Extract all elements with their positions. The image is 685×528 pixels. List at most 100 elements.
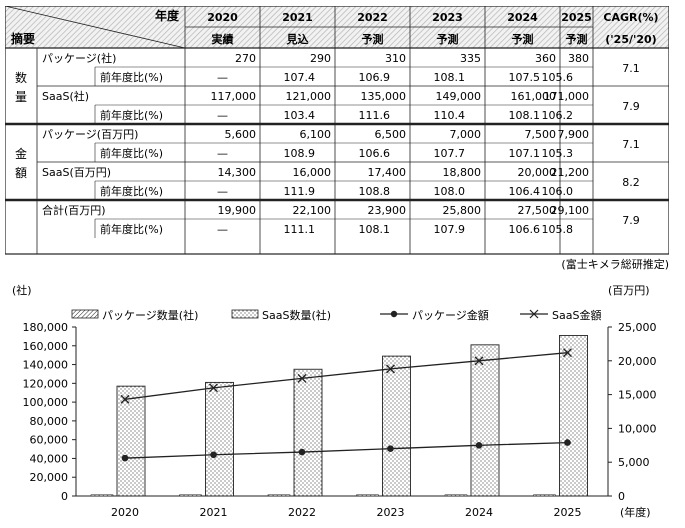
ratio-cell: 107.9 <box>434 223 466 236</box>
bar-package-count <box>356 494 379 497</box>
y-left-tick-label: 100,000 <box>23 396 69 409</box>
value-cell: 117,000 <box>211 90 257 103</box>
ratio-cell: 103.4 <box>284 109 316 122</box>
point-package-amount <box>475 442 483 449</box>
ratio-cell: 108.1 <box>359 223 391 236</box>
y-left-tick-label: 180,000 <box>23 321 69 334</box>
legend-label: SaaS数量(社) <box>262 308 331 322</box>
value-cell: 20,000 <box>518 166 557 179</box>
ratio-label: 前年度比(%) <box>100 108 163 122</box>
ratio-cell: 108.0 <box>434 185 466 198</box>
ratio-label: 前年度比(%) <box>100 222 163 236</box>
group-label-char: 量 <box>15 90 27 104</box>
legend-marker <box>390 310 398 318</box>
ratio-cell: 108.1 <box>509 109 541 122</box>
header-year: 2020 <box>207 11 238 24</box>
row-label: パッケージ(社) <box>42 51 116 65</box>
point-saas-amount <box>297 373 307 383</box>
value-cell: 25,800 <box>443 204 482 217</box>
bar-package-count <box>533 494 556 497</box>
bar-saas-count <box>382 355 411 497</box>
value-cell: 7,900 <box>558 128 590 141</box>
cagr-cell: 8.2 <box>622 176 640 189</box>
value-cell: 21,200 <box>551 166 590 179</box>
ratio-cell: 106.9 <box>359 71 391 84</box>
value-cell: 18,800 <box>443 166 482 179</box>
y-right-tick-label: 20,000 <box>618 355 657 368</box>
value-cell: 14,300 <box>218 166 257 179</box>
header-status: 見込 <box>286 32 309 46</box>
cagr-cell: 7.9 <box>622 100 640 113</box>
legend-label: パッケージ金額 <box>412 308 489 322</box>
bar-package-count <box>267 494 291 497</box>
point-saas-amount <box>563 348 572 358</box>
x-tick-label: 2022 <box>288 506 316 519</box>
table-border <box>5 6 669 255</box>
corner-summary-label: 摘要 <box>11 31 35 46</box>
group-label-char: 数 <box>15 70 27 85</box>
value-cell: 16,000 <box>293 166 332 179</box>
corner-year-label: 年度 <box>155 8 180 23</box>
bar-package-count <box>179 494 202 497</box>
bar-saas-count <box>559 335 588 497</box>
y-left-tick-label: 0 <box>61 490 68 503</box>
y-left-tick-label: 140,000 <box>23 359 69 372</box>
point-saas-amount <box>209 383 218 393</box>
x-tick-label: 2023 <box>377 506 405 519</box>
header-status: 予測 <box>566 32 588 46</box>
y-left-unit: (社) <box>12 283 32 297</box>
y-right-tick-label: 25,000 <box>618 321 657 334</box>
value-cell: 335 <box>460 52 481 65</box>
y-right-tick-label: 10,000 <box>618 422 657 435</box>
x-tick-label: 2021 <box>200 506 228 519</box>
x-tick-label: 2024 <box>465 506 493 519</box>
value-cell: 29,100 <box>551 204 590 217</box>
y-left-tick-label: 40,000 <box>30 452 69 465</box>
ratio-cell: 106.0 <box>542 185 574 198</box>
header-status: 予測 <box>437 32 459 46</box>
ratio-cell: 107.4 <box>284 71 316 84</box>
ratio-cell: 106.6 <box>359 147 391 160</box>
value-cell: 380 <box>568 52 589 65</box>
ratio-cell: — <box>217 223 228 236</box>
cagr-cell: 7.9 <box>622 214 640 227</box>
legend-label: パッケージ数量(社) <box>102 308 198 322</box>
ratio-cell: 105.6 <box>542 71 574 84</box>
bar-package-count <box>90 494 114 497</box>
value-cell: 290 <box>310 52 331 65</box>
ratio-cell: 108.9 <box>284 147 316 160</box>
ratio-cell: — <box>217 109 228 122</box>
row-label: SaaS(百万円) <box>42 166 111 179</box>
bar-saas-count <box>116 385 146 497</box>
ratio-cell: — <box>217 71 228 84</box>
header-year: 2022 <box>357 11 388 24</box>
source-note: (富士キメラ総研推定) <box>561 257 669 271</box>
header-status: 予測 <box>512 32 534 46</box>
value-cell: 22,100 <box>293 204 332 217</box>
bar-saas-count <box>470 344 500 497</box>
y-left-tick-label: 20,000 <box>30 471 69 484</box>
ratio-cell: 110.4 <box>434 109 466 122</box>
value-cell: 270 <box>235 52 256 65</box>
ratio-cell: — <box>217 185 228 198</box>
ratio-cell: 105.3 <box>542 147 574 160</box>
group-label-char: 金 <box>15 146 27 161</box>
ratio-cell: 108.8 <box>359 185 391 198</box>
market-chart: (社) (百万円) パッケージ数量(社) SaaS数量(社) パッケージ金額 SaaS金額… <box>12 283 657 519</box>
header-year: 2023 <box>432 11 463 24</box>
y-left-tick-label: 160,000 <box>23 340 69 353</box>
header-status: 予測 <box>362 32 384 46</box>
value-cell: 23,900 <box>368 204 407 217</box>
value-cell: 17,400 <box>368 166 407 179</box>
point-package-amount <box>210 451 217 459</box>
value-cell: 149,000 <box>436 90 482 103</box>
ratio-cell: 107.7 <box>434 147 466 160</box>
x-tick-label: 2020 <box>111 506 139 519</box>
bar-saas-count <box>293 368 323 497</box>
value-cell: 27,500 <box>518 204 557 217</box>
ratio-cell: 107.5 <box>509 71 541 84</box>
value-cell: 360 <box>535 52 556 65</box>
y-left-tick-label: 80,000 <box>30 415 69 428</box>
value-cell: 7,000 <box>450 128 482 141</box>
ratio-cell: 106.4 <box>509 185 541 198</box>
